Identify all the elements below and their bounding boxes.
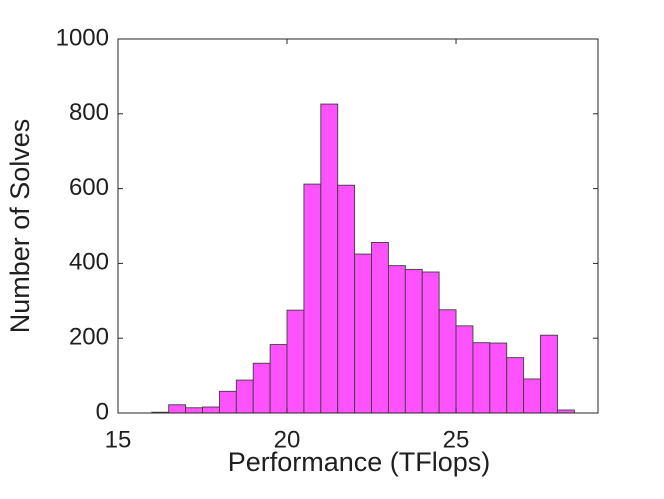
histogram-bar-1 (168, 404, 187, 414)
histogram-bar-23 (540, 334, 558, 414)
histogram-bar-3 (202, 406, 220, 414)
y-axis-label: Number of Solves (5, 119, 35, 334)
bars-layer (151, 103, 575, 414)
x-tick-label-1: 20 (274, 426, 301, 453)
x-tick-label-2: 25 (443, 426, 470, 453)
histogram-bar-6 (252, 362, 271, 414)
histogram-bar-20 (489, 342, 508, 414)
histogram-bar-5 (235, 379, 254, 414)
histogram-bar-16 (421, 271, 440, 414)
histogram-bar-10 (320, 103, 339, 414)
histogram-bar-17 (438, 309, 457, 414)
histogram-bar-4 (218, 390, 237, 414)
histogram-bar-7 (269, 344, 288, 414)
histogram-bar-18 (455, 325, 474, 414)
plot-frame (117, 38, 599, 414)
x-axis-label: Performance (TFlops) (228, 447, 491, 477)
histogram-bar-8 (286, 309, 305, 414)
histogram-bar-19 (472, 342, 491, 414)
histogram-bar-9 (303, 183, 322, 414)
x-tick-label-0: 15 (105, 426, 132, 453)
histogram-bar-21 (506, 357, 525, 414)
histogram-bar-2 (185, 407, 203, 414)
y-tick-label-2: 400 (69, 249, 109, 276)
axes-layer: 0 200 400 600 800 1000 15 20 25 (56, 24, 599, 453)
histogram-bar-14 (387, 265, 406, 414)
y-tick-label-0: 0 (96, 398, 109, 425)
histogram-bar-13 (371, 242, 389, 414)
histogram-bar-11 (337, 184, 356, 414)
y-tick-label-3: 600 (69, 174, 109, 201)
histogram-bar-22 (523, 378, 541, 414)
y-tick-label-1: 200 (69, 324, 109, 351)
histogram-bar-15 (404, 268, 423, 414)
y-tick-label-5: 1000 (56, 24, 109, 51)
histogram-bar-12 (354, 253, 372, 414)
y-tick-label-4: 800 (69, 99, 109, 126)
